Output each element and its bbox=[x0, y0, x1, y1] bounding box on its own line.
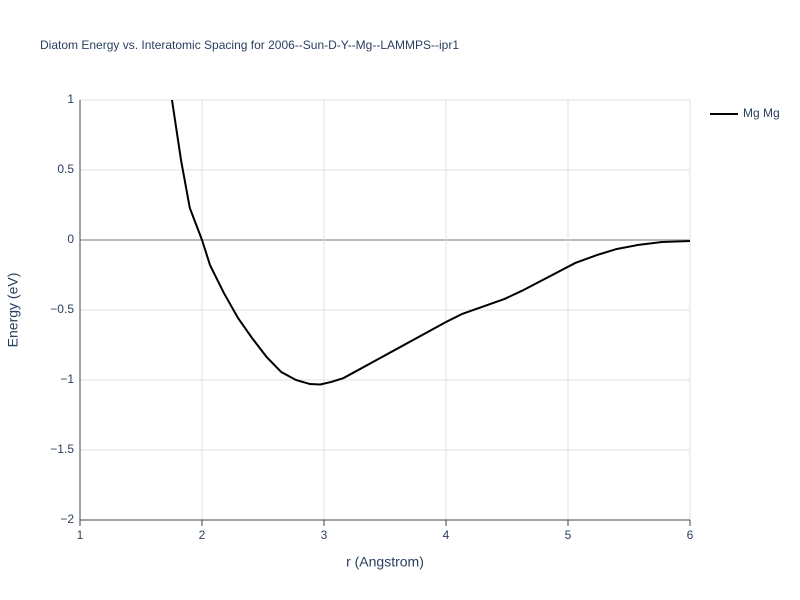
x-tick-label: 1 bbox=[77, 528, 84, 542]
x-tick-label: 3 bbox=[321, 528, 328, 542]
line bbox=[170, 99, 691, 386]
y-axis-label: Energy (eV) bbox=[5, 273, 21, 348]
y-tick-label: 1 bbox=[67, 92, 74, 106]
y-tick-label: −1.5 bbox=[50, 442, 74, 456]
y-tick-label: 0.5 bbox=[57, 162, 74, 176]
y-tick-label: −0.5 bbox=[50, 302, 74, 316]
x-tick-label: 2 bbox=[199, 528, 206, 542]
legend-label: Mg Mg bbox=[743, 106, 780, 120]
y-tick-label: −2 bbox=[60, 512, 74, 526]
y-tick-label: 0 bbox=[67, 232, 74, 246]
x-axis-label: r (Angstrom) bbox=[346, 554, 424, 570]
y-tick-label: −1 bbox=[60, 372, 74, 386]
chart-title: Diatom Energy vs. Interatomic Spacing fo… bbox=[40, 38, 459, 52]
x-tick-label: 5 bbox=[565, 528, 572, 542]
x-tick-label: 4 bbox=[443, 528, 450, 542]
x-tick-label: 6 bbox=[687, 528, 694, 542]
